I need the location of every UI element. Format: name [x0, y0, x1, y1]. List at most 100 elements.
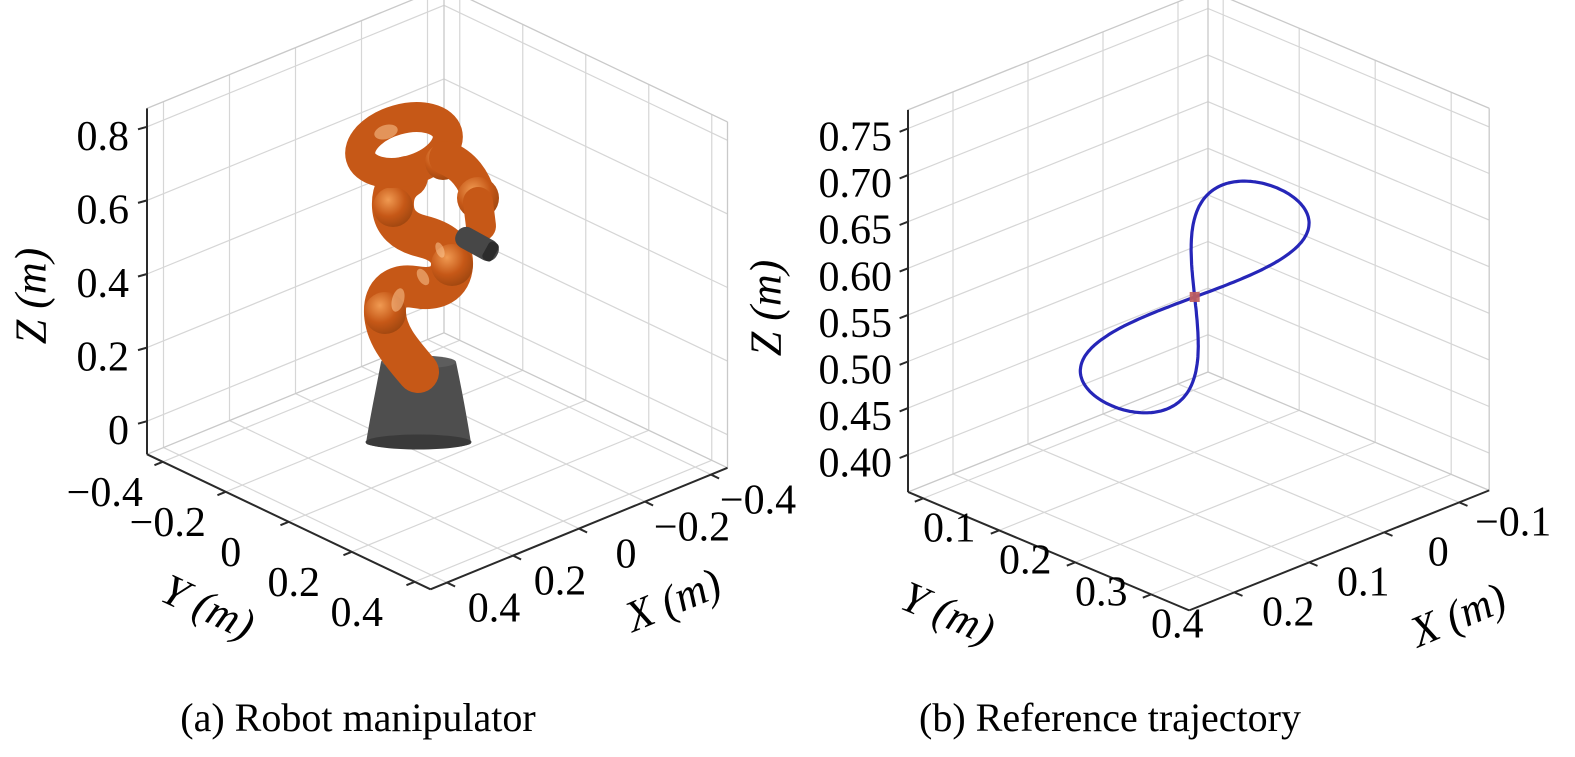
caption-panel-b: (b) Reference trajectory [919, 695, 1301, 740]
x-tick-label: 0.2 [534, 559, 587, 605]
gridline [288, 399, 586, 523]
gridline [443, 151, 728, 289]
z-tick-label: 0.50 [819, 348, 893, 394]
gridline [1207, 147, 1490, 268]
y-tick-label: 0 [220, 530, 241, 576]
z-tick-label: 0.45 [819, 394, 893, 440]
z-tick [899, 313, 909, 320]
x-tick [1233, 591, 1243, 597]
z-tick-label: 0.8 [77, 114, 130, 160]
gridline [1207, 334, 1490, 454]
y-tick [990, 529, 1000, 535]
z-tick [137, 346, 148, 352]
x-tick [578, 527, 588, 534]
end-effector-tip [482, 241, 499, 262]
box-edge [1207, 371, 1490, 491]
robot-highlight [435, 242, 445, 258]
robot-joint [373, 187, 413, 227]
z-tick-label: 0.75 [819, 115, 893, 161]
y-tick-label: 0.4 [1151, 601, 1204, 647]
panel-b: 0.400.450.500.550.600.650.700.750.10.20.… [742, 0, 1551, 658]
box-edge [469, 0, 728, 123]
y-tick [343, 550, 353, 557]
z-tick-label: 0.40 [819, 441, 893, 487]
gridline [907, 101, 1209, 223]
trajectory-start-marker [1189, 291, 1200, 302]
gridline [351, 429, 649, 553]
z-tick [899, 174, 909, 180]
z-tick-label: 0.65 [819, 208, 893, 254]
gridline [907, 54, 1209, 176]
x-axis-line [1188, 489, 1490, 612]
box-edge [443, 332, 728, 469]
y-tick [280, 520, 290, 527]
gridline [443, 299, 728, 436]
gridline [1102, 413, 1385, 533]
z-tick-label: 0.4 [77, 261, 130, 307]
x-tick-label: 0 [616, 532, 637, 578]
z-tick [137, 125, 148, 131]
box-edge [907, 371, 1209, 493]
y-tick [406, 580, 416, 587]
z-tick [137, 273, 148, 278]
z-tick [899, 127, 909, 133]
x-tick-label: −0.4 [720, 478, 796, 524]
y-tick [914, 497, 924, 503]
robot-base [366, 362, 471, 449]
gridline [146, 4, 445, 128]
z-tick-label: 0.60 [819, 254, 893, 300]
x-tick [446, 581, 456, 588]
z-tick [899, 267, 909, 273]
z-axis-label: Z (m) [7, 248, 56, 345]
x-tick-label: −0.2 [654, 505, 730, 551]
z-tick [899, 453, 909, 459]
y-axis-label: Y (m) [154, 564, 262, 649]
gridline [922, 377, 1224, 499]
x-tick-label: −0.1 [1475, 499, 1551, 545]
robot-manipulator [345, 102, 499, 450]
y-tick-label: 0.2 [999, 537, 1052, 583]
z-axis-label: Z (m) [742, 260, 791, 357]
x-tick-label: 0 [1428, 529, 1449, 575]
3d-plots-canvas: 00.20.40.60.8−0.4−0.200.20.4 0.40.20−0.2−… [7, 0, 1551, 658]
z-tick-label: 0 [108, 408, 129, 454]
x-tick-label: 0.2 [1262, 589, 1315, 635]
gridline [952, 473, 1235, 593]
gridline [1074, 441, 1376, 563]
y-axis-line [907, 491, 1190, 612]
gridline [146, 78, 445, 201]
gridline [1177, 383, 1460, 503]
gridline [998, 409, 1300, 531]
box-edge [146, 0, 414, 110]
x-tick [1308, 561, 1318, 567]
y-tick [1142, 593, 1152, 599]
gridline [1150, 473, 1452, 595]
gridline [1207, 240, 1490, 361]
x-tick-label: 0.1 [1337, 559, 1390, 605]
z-tick [899, 360, 909, 366]
robot-base-bottom [365, 434, 472, 450]
x-axis-label: X (m) [1401, 573, 1513, 658]
y-tick-label: 0.3 [1075, 569, 1128, 615]
gridline [1207, 7, 1490, 128]
gridline [907, 147, 1209, 269]
caption-panel-a: (a) Robot manipulator [180, 695, 536, 740]
gridline [443, 4, 728, 141]
y-tick-label: −0.4 [67, 470, 143, 516]
gridline [907, 287, 1209, 409]
x-tick [644, 500, 654, 507]
robot-end-effector [455, 226, 499, 262]
robot-highlight [391, 288, 405, 312]
robot-shoulder-loop [345, 102, 463, 188]
y-tick-label: −0.2 [130, 500, 206, 546]
x-tick [1458, 501, 1468, 507]
box-edge [1230, 0, 1490, 109]
gridline [907, 194, 1209, 316]
gridline [1207, 54, 1490, 175]
y-tick-label: 0.2 [268, 560, 321, 606]
y-axis-label: Y (m) [894, 572, 1002, 655]
gridline [907, 334, 1209, 456]
z-tick-label: 0.70 [819, 161, 893, 207]
z-tick-label: 0.55 [819, 301, 893, 347]
